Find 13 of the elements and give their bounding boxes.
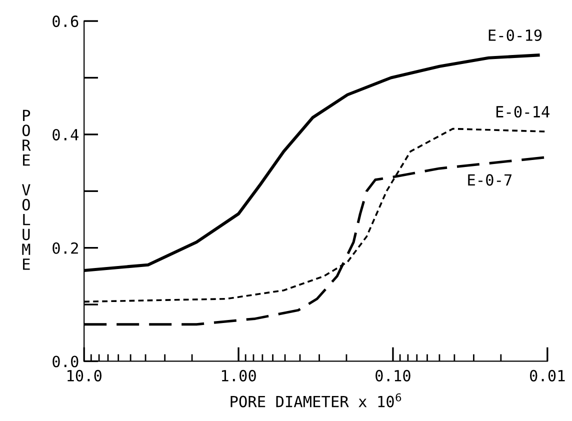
series-label: E-0-7 <box>468 174 512 186</box>
x-tick-label: 10.0 <box>68 370 102 382</box>
y-tick-label: 0.0 <box>52 356 78 368</box>
text: PORE VOLUME <box>22 110 31 270</box>
x-tick-label: 0.01 <box>530 370 565 382</box>
y-tick-label: 0.2 <box>52 242 78 254</box>
x-axis-title: PORE DIAMETER x 10$^{6}$ <box>230 393 402 408</box>
y-tick-label: 0.4 <box>52 128 78 140</box>
series-label: E-0-14 <box>496 106 550 118</box>
y-tick-label: 0.6 <box>52 16 78 28</box>
x-tick-label: 0.10 <box>376 370 410 382</box>
x-tick-label: 1.00 <box>222 370 256 382</box>
series-label: E-0-19 <box>488 29 542 41</box>
